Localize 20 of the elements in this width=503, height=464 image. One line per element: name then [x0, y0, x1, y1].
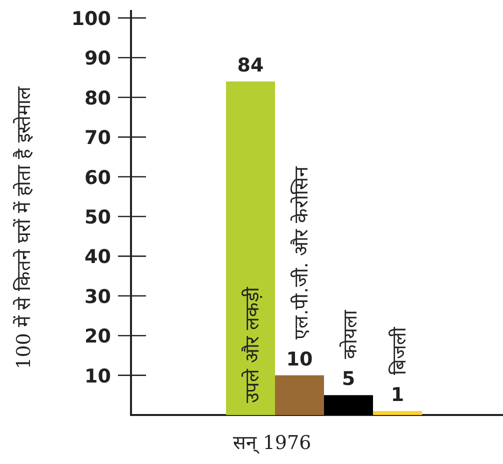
y-tick-label: 60 — [84, 166, 111, 189]
x-tick-label: उपले और लकड़ी — [240, 286, 264, 403]
data-label: 5 — [342, 368, 356, 390]
x-tick-label: एल.पी.जी. और केरोसिन — [290, 166, 312, 340]
y-tick-label: 20 — [84, 326, 111, 348]
data-label: 10 — [286, 348, 313, 370]
y-tick-label: 50 — [84, 206, 111, 228]
y-tick-label: 80 — [84, 87, 111, 110]
x-tick-label: बिजली — [388, 326, 410, 376]
y-axis-title: 100 में से कितने घरों में होता है इस्तेमाल — [12, 86, 35, 370]
y-tick-label: 70 — [84, 127, 111, 150]
data-label: 84 — [237, 54, 264, 76]
y-tick-label: 90 — [84, 48, 111, 70]
data-label: 1 — [390, 384, 404, 406]
y-tick-label: 100 — [71, 8, 111, 30]
y-tick-label: 10 — [84, 365, 111, 388]
y-tick-label: 30 — [84, 286, 111, 308]
x-axis-title: सन् 1976 — [232, 432, 312, 454]
x-tick-label: कोयला — [338, 309, 362, 360]
y-tick-label: 40 — [84, 246, 111, 268]
